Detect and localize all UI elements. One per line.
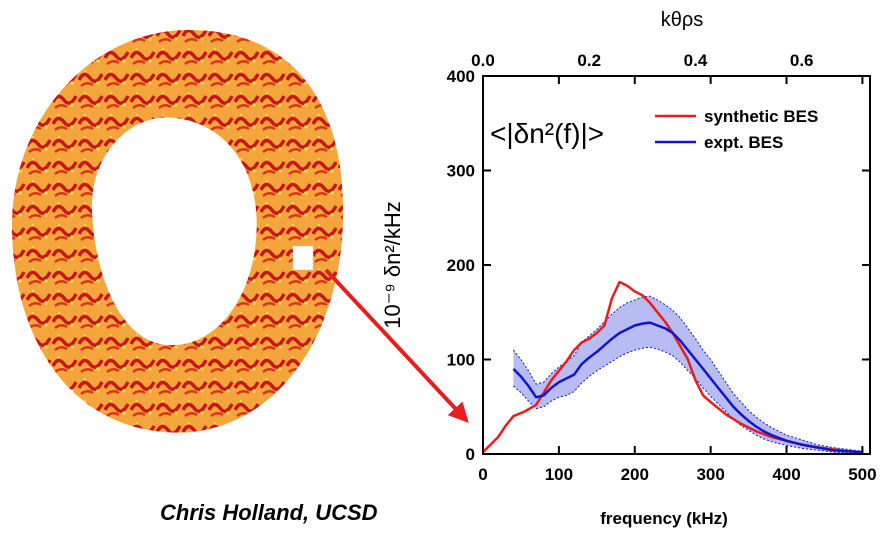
pointer-arrow (324, 268, 469, 423)
top-tick-label: 0.0 (471, 51, 495, 70)
turbulence-ring (11, 29, 344, 433)
y-tick-label: 400 (447, 67, 475, 86)
y-tick-label: 0 (466, 445, 475, 464)
x-tick-label: 0 (478, 465, 487, 484)
x-axis-label: frequency (kHz) (600, 509, 728, 528)
top-tick-label: 0.6 (790, 51, 814, 70)
y-tick-label: 300 (447, 162, 475, 181)
legend-label-synthetic: synthetic BES (704, 107, 818, 126)
x-tick-label: 500 (848, 465, 876, 484)
expt-uncertainty-band-layer (513, 295, 863, 454)
series-layer (482, 280, 863, 454)
sample-region-box (292, 245, 314, 271)
x-tick-label: 100 (545, 465, 573, 484)
x-tick-label: 400 (772, 465, 800, 484)
expt-uncertainty-band (513, 296, 863, 454)
chart-title: <|δn²(f)|> (490, 118, 604, 149)
x-tick-label: 300 (696, 465, 724, 484)
legend: synthetic BES expt. BES (655, 107, 818, 152)
legend-label-expt: expt. BES (704, 133, 783, 152)
expt-series-line (512, 321, 863, 454)
y-tick-label: 200 (447, 256, 475, 275)
expt-band-lower-edge (513, 346, 863, 454)
top-axis-label: kθρs (661, 9, 704, 31)
y-axis-label: 10⁻⁹ δn²/kHz (380, 201, 405, 328)
author-credit: Chris Holland, UCSD (160, 500, 378, 525)
synthetic-series-line (482, 280, 863, 454)
top-tick-label: 0.4 (684, 51, 708, 70)
top-tick-label: 0.2 (577, 51, 601, 70)
y-tick-label: 100 (447, 351, 475, 370)
x-tick-label: 200 (621, 465, 649, 484)
turbulence-ring-image (11, 29, 344, 433)
